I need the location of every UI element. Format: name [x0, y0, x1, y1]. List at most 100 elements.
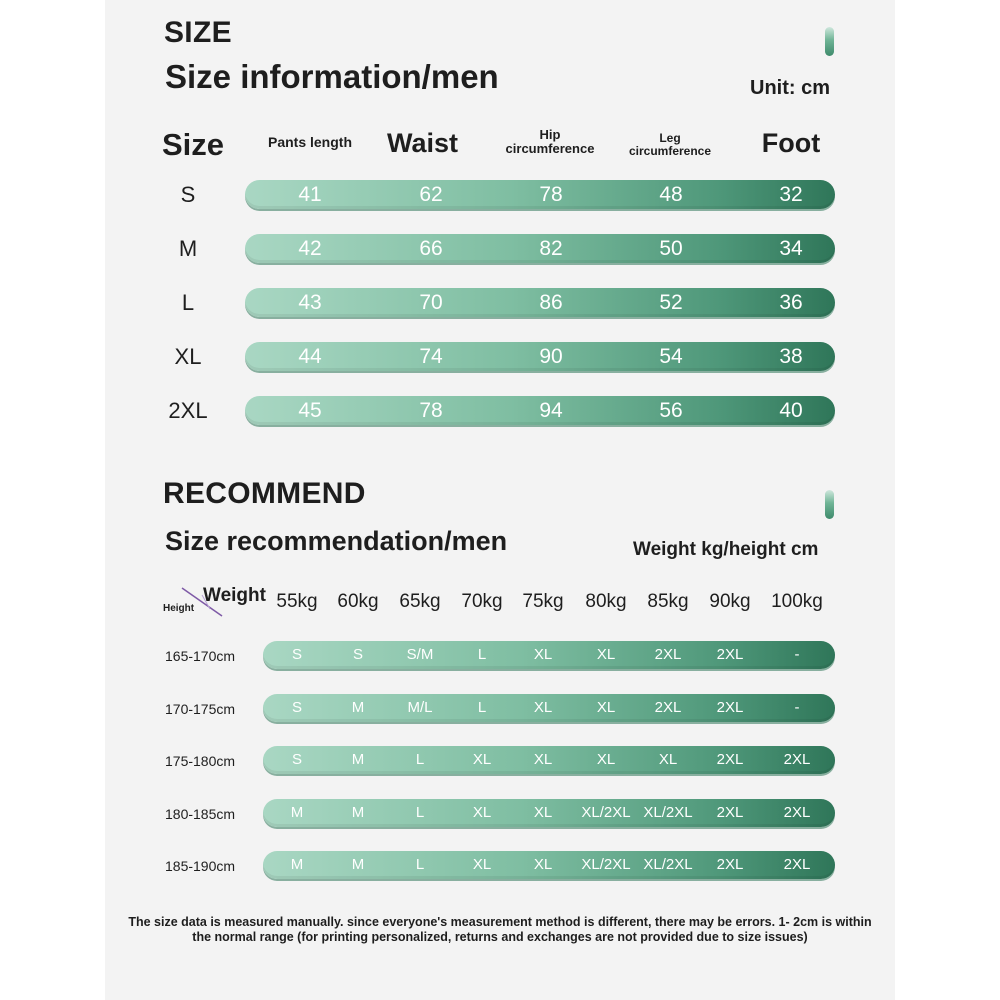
weight-column-header: 55kg — [276, 591, 318, 612]
recommend-cell: S/M — [406, 646, 434, 663]
weight-column-header: 85kg — [647, 591, 689, 612]
size-cell: 45 — [298, 399, 322, 422]
recommend-cell: 2XL — [783, 856, 811, 873]
recommend-cell: 2XL — [654, 699, 682, 716]
size-cell: 41 — [298, 183, 322, 206]
size-row-label: S — [180, 182, 196, 207]
recommend-cell: XL — [472, 751, 492, 768]
weight-corner-label: Weight — [203, 585, 266, 606]
height-row-label: 180-185cm — [165, 806, 236, 822]
recommend-cell: 2XL — [783, 751, 811, 768]
size-row-label: 2XL — [168, 398, 208, 423]
recommend-heading: RECOMMEND — [163, 477, 366, 510]
height-corner-label: Height — [163, 603, 195, 614]
size-cell: 48 — [659, 183, 683, 206]
accent-tick-icon — [825, 490, 834, 519]
recommend-row-bar — [263, 851, 835, 879]
recommend-cell: M — [351, 699, 365, 716]
recommend-cell: S — [291, 751, 302, 768]
recommend-cell: XL — [533, 751, 553, 768]
size-cell: 52 — [659, 291, 683, 314]
recommend-cell: S — [291, 699, 302, 716]
weight-column-header: 60kg — [337, 591, 379, 612]
weight-column-header: 65kg — [399, 591, 441, 612]
recommend-cell: M/L — [407, 699, 433, 716]
diagonal-divider-icon — [181, 587, 223, 617]
size-cell: 40 — [779, 399, 803, 422]
size-cell: 70 — [419, 291, 443, 314]
recommend-cell: S — [352, 646, 363, 663]
size-cell: 43 — [298, 291, 322, 314]
recommend-cell: M — [351, 751, 365, 768]
recommend-cell: XL/2XL — [581, 856, 631, 873]
size-cell: 62 — [419, 183, 443, 206]
recommend-cell: M — [351, 804, 365, 821]
size-chart-panel — [105, 0, 895, 1000]
size-cell: 66 — [419, 237, 443, 260]
size-row-bar — [245, 180, 835, 209]
recommend-cell: XL — [533, 856, 553, 873]
recommend-unit-label: Weight kg/height cm — [633, 539, 819, 560]
size-row-bar — [245, 396, 835, 425]
accent-tick-icon — [825, 27, 834, 56]
column-header-hip: Hip circumference — [505, 127, 595, 156]
recommend-cell: 2XL — [716, 804, 744, 821]
size-row-label: XL — [174, 344, 202, 369]
recommend-cell: M — [351, 856, 365, 873]
size-cell: 94 — [539, 399, 563, 422]
size-row-bar — [245, 288, 835, 317]
size-cell: 86 — [539, 291, 563, 314]
footnote: The size data is measured manually. sinc… — [128, 915, 872, 944]
recommend-cell: XL — [533, 804, 553, 821]
recommend-cell: L — [477, 699, 487, 716]
size-cell: 44 — [298, 345, 322, 368]
recommend-row-bar — [263, 746, 835, 774]
recommend-cell: XL — [472, 856, 492, 873]
recommend-cell: XL — [596, 751, 616, 768]
size-cell: 42 — [298, 237, 322, 260]
height-row-label: 185-190cm — [165, 858, 236, 874]
column-header-leg: Leg circumference — [628, 131, 712, 158]
height-row-label: 175-180cm — [165, 753, 236, 769]
size-cell: 56 — [659, 399, 683, 422]
size-cell: 78 — [419, 399, 443, 422]
recommend-row-bar — [263, 641, 835, 669]
size-subtitle: Size information/men — [165, 58, 499, 95]
recommend-cell: XL — [472, 804, 492, 821]
recommend-cell: XL — [658, 751, 678, 768]
column-header-pants-length: Pants length — [267, 134, 352, 150]
size-cell: 74 — [419, 345, 443, 368]
size-column-header: Size — [162, 127, 225, 162]
size-cell: 38 — [779, 345, 803, 368]
size-row-label: M — [178, 236, 198, 261]
size-cell: 78 — [539, 183, 563, 206]
recommend-cell: L — [415, 804, 425, 821]
recommend-cell: XL/2XL — [643, 856, 693, 873]
recommend-cell: L — [415, 856, 425, 873]
size-row-bar — [245, 234, 835, 263]
size-cell: 34 — [779, 237, 803, 260]
size-cell: 82 — [539, 237, 563, 260]
recommend-cell: XL — [533, 699, 553, 716]
size-heading: SIZE — [164, 16, 232, 49]
recommend-cell: M — [290, 804, 304, 821]
recommend-cell: 2XL — [716, 646, 744, 663]
recommend-subtitle: Size recommendation/men — [165, 526, 508, 556]
recommend-cell: XL/2XL — [643, 804, 693, 821]
recommend-cell: 2XL — [654, 646, 682, 663]
size-cell: 32 — [779, 183, 803, 206]
recommend-cell: 2XL — [716, 856, 744, 873]
recommend-cell: M — [290, 856, 304, 873]
recommend-cell: - — [794, 646, 800, 663]
size-row-bar — [245, 342, 835, 371]
recommend-cell: XL — [596, 699, 616, 716]
recommend-cell: L — [477, 646, 487, 663]
recommend-cell: 2XL — [716, 699, 744, 716]
size-cell: 50 — [659, 237, 683, 260]
height-row-label: 165-170cm — [165, 648, 236, 664]
weight-column-header: 80kg — [585, 591, 627, 612]
size-cell: 36 — [779, 291, 803, 314]
recommend-cell: 2XL — [783, 804, 811, 821]
recommend-cell: - — [794, 699, 800, 716]
recommend-cell: XL — [596, 646, 616, 663]
